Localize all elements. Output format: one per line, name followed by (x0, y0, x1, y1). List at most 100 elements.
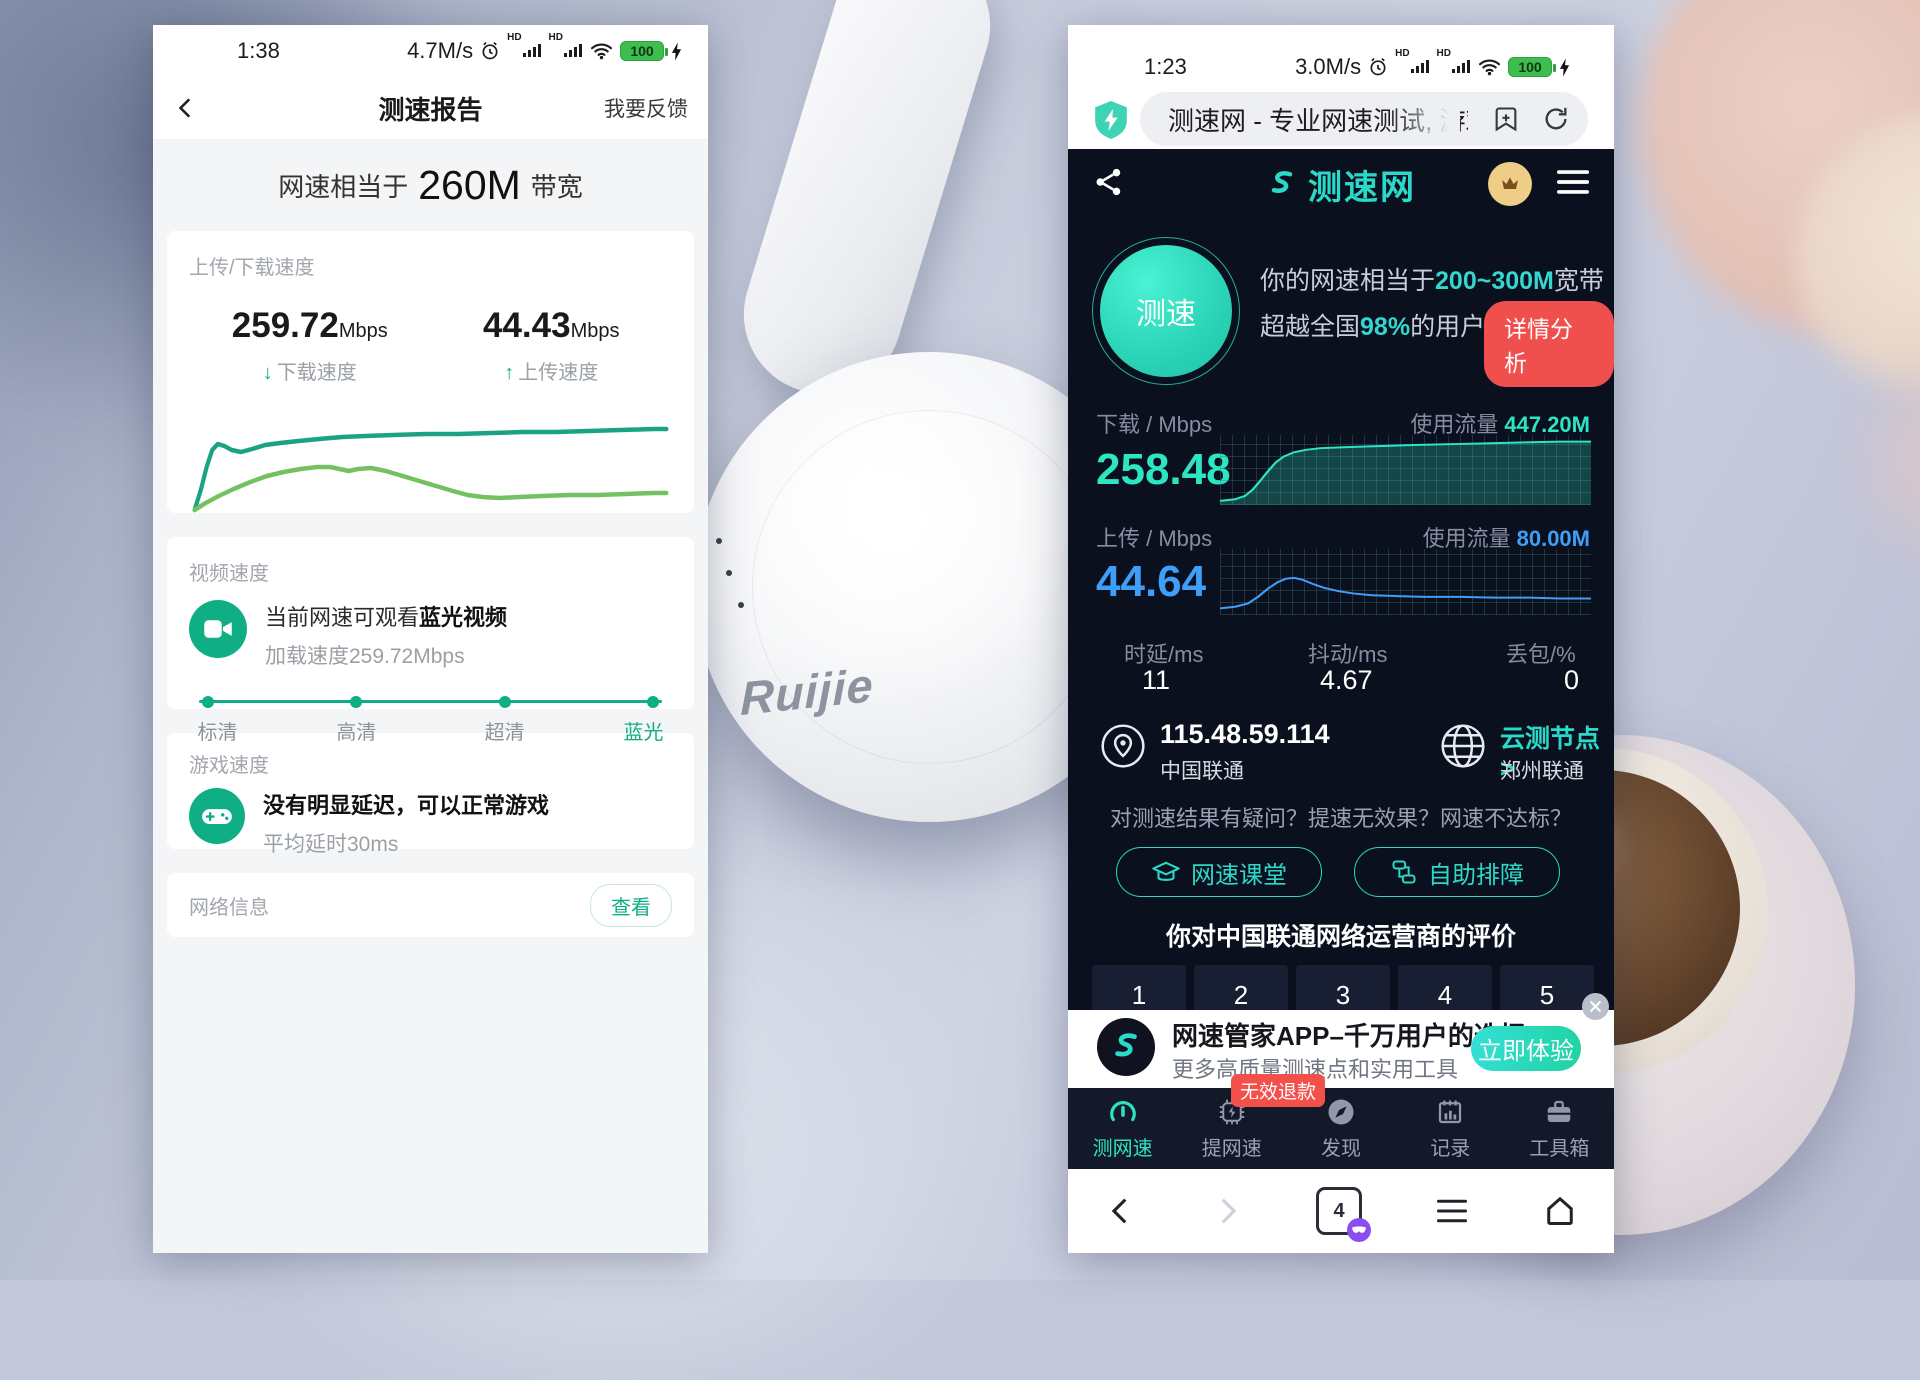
speed-card: 上传/下载速度 259.72Mbps ↓ 下载速度 44.43Mbps ↑ 上传速度 (167, 231, 694, 513)
percentile-suffix: 的用户 (1410, 313, 1486, 341)
battery-icon: 100 (620, 41, 668, 61)
try-now-button[interactable]: 立即体验 (1471, 1026, 1581, 1071)
connection-info-row: 115.48.59.114 中国联通 云测节点 > 郑州联通 (1068, 719, 1614, 785)
page-title: 测速报告 (378, 94, 483, 125)
view-button[interactable]: 查看 (590, 883, 672, 927)
video-line1-bold: 蓝光视频 (419, 605, 508, 630)
rating-option-2[interactable]: 2 (1194, 965, 1288, 1010)
signal-bars-icon (1410, 60, 1429, 73)
upload-chart-svg (1220, 576, 1591, 610)
upload-series-line (192, 464, 669, 513)
percentile-value: 98% (1360, 313, 1411, 341)
charging-bolt-icon (1559, 57, 1570, 77)
url-field[interactable]: 测速网 - 专业网速测试, 游戏测 (1140, 92, 1588, 146)
down-arrow-icon: ↓ (262, 362, 273, 384)
feedback-link[interactable]: 我要反馈 (604, 98, 688, 121)
troubleshoot-flow-icon (1392, 860, 1416, 884)
browser-address-bar[interactable]: 测速网 - 专业网速测试, 游戏测 (1068, 89, 1614, 149)
download-value: 258.48 (1096, 445, 1231, 494)
vip-crown-icon[interactable] (1488, 162, 1532, 206)
download-unit: Mbps (338, 320, 388, 342)
usage-value: 447.20M (1504, 412, 1590, 437)
speed-test-button[interactable]: 测速 (1100, 245, 1232, 377)
toolbox-icon (1548, 1100, 1571, 1122)
browser-forward-icon[interactable] (1210, 1194, 1244, 1228)
promo-title: 网速管家APP–千万用户的选择 (1172, 1021, 1526, 1051)
bandwidth-result-line: 你的网速相当于200~300M宽带 (1260, 261, 1604, 297)
menu-icon[interactable] (1556, 169, 1590, 200)
result-value: 200~300M (1435, 267, 1554, 295)
node-name: 郑州联通 (1500, 760, 1584, 783)
clock-time: 1:23 (1144, 54, 1187, 79)
game-card: 游戏速度 没有明显延迟，可以正常游戏 平均延时30ms (167, 733, 694, 856)
sim1-signal-icon: HD (1395, 48, 1429, 80)
usage-value: 80.00M (1516, 526, 1590, 551)
battery-icon: 100 (1508, 57, 1556, 77)
speed-values-row: 259.72Mbps ↓ 下载速度 44.43Mbps ↑ 上传速度 (189, 306, 672, 385)
records-calendar-icon (1439, 1100, 1462, 1123)
tab-records[interactable]: 记录 (1396, 1088, 1505, 1169)
back-icon[interactable] (173, 95, 199, 121)
share-icon[interactable] (1094, 167, 1124, 202)
quality-dot (646, 695, 659, 708)
alarm-icon (482, 41, 498, 60)
download-line (1220, 440, 1591, 502)
upload-unit: Mbps (570, 320, 620, 342)
alarm-icon (1370, 57, 1386, 76)
browser-navigation-bar: 4 (1068, 1169, 1614, 1253)
app-promo-banner[interactable]: 网速管家APP–千万用户的选择 更多高质量测速点和实用工具 立即体验 (1068, 1010, 1614, 1088)
self-troubleshoot-button[interactable]: 自助排障 (1354, 847, 1560, 897)
rating-option-4[interactable]: 4 (1398, 965, 1492, 1010)
download-chart (1220, 435, 1591, 505)
upload-usage: 使用流量 80.00M (1423, 521, 1590, 553)
status-icons: 3.0M/s HD HD 100 (1295, 48, 1570, 80)
latency-label: 时延/ms (1124, 642, 1204, 667)
tab-toolbox[interactable]: 工具箱 (1505, 1088, 1614, 1169)
quality-dot (350, 695, 363, 708)
quality-track (199, 700, 662, 703)
status-bar: 1:23 3.0M/s HD HD 100 (1068, 25, 1614, 89)
card-title: 网络信息 (189, 896, 269, 919)
speed-test-button-ring: 测速 (1092, 237, 1240, 385)
browser-home-icon[interactable] (1542, 1193, 1578, 1229)
status-bar: 1:38 4.7M/s HD HD 100 (153, 25, 708, 77)
download-section-label: 下载 / Mbps (1096, 412, 1213, 437)
speed-class-label: 网速课堂 (1191, 861, 1287, 889)
browser-tabs-button[interactable]: 4 (1316, 1187, 1371, 1242)
site-tab-bar: 测网速 提网速 发现 记录 工具箱 (1068, 1088, 1614, 1169)
tab-speed-test[interactable]: 测网速 (1068, 1088, 1177, 1169)
speed-class-button[interactable]: 网速课堂 (1116, 847, 1322, 897)
bookmark-add-icon[interactable] (1492, 105, 1520, 133)
cloud-node-link[interactable]: 云测节点 > (1500, 725, 1601, 783)
rating-option-1[interactable]: 1 (1092, 965, 1186, 1010)
upload-line (1220, 576, 1591, 610)
download-speed: 259.72Mbps ↓ 下载速度 (189, 306, 431, 385)
detail-analysis-button[interactable]: 详情分析 (1484, 301, 1614, 387)
router-dot (738, 602, 744, 608)
speed-line-chart (189, 415, 672, 515)
wifi-icon (1478, 59, 1501, 76)
quality-dot (202, 695, 215, 708)
browser-back-icon[interactable] (1104, 1194, 1138, 1228)
site-logo-text: 测速网 (1308, 168, 1416, 207)
refresh-icon[interactable] (1542, 105, 1570, 133)
gamepad-icon (189, 788, 245, 844)
browser-menu-icon[interactable] (1434, 1197, 1470, 1225)
packet-loss-label: 丢包/% (1506, 642, 1576, 667)
percentile-prefix: 超越全国 (1260, 313, 1361, 341)
video-quality-scale: 标清 高清 超清 蓝光 (198, 695, 663, 744)
charging-bolt-icon (671, 41, 682, 61)
location-pin-icon (1101, 724, 1145, 768)
router-stand (724, 0, 1010, 414)
close-banner-icon[interactable] (1582, 993, 1609, 1020)
status-icons: 4.7M/s HD HD 100 (407, 32, 682, 64)
rating-option-3[interactable]: 3 (1296, 965, 1390, 1010)
tab-boost-speed[interactable]: 提网速 (1177, 1088, 1286, 1169)
site-header: 测速网 (1068, 155, 1614, 213)
rating-option-5[interactable]: 5 (1500, 965, 1594, 1010)
upload-chart (1220, 549, 1591, 615)
url-fade-overlay (1390, 99, 1460, 139)
download-area (1220, 441, 1591, 505)
tab-discover[interactable]: 发现 (1286, 1088, 1395, 1169)
wifi-icon (590, 43, 613, 60)
